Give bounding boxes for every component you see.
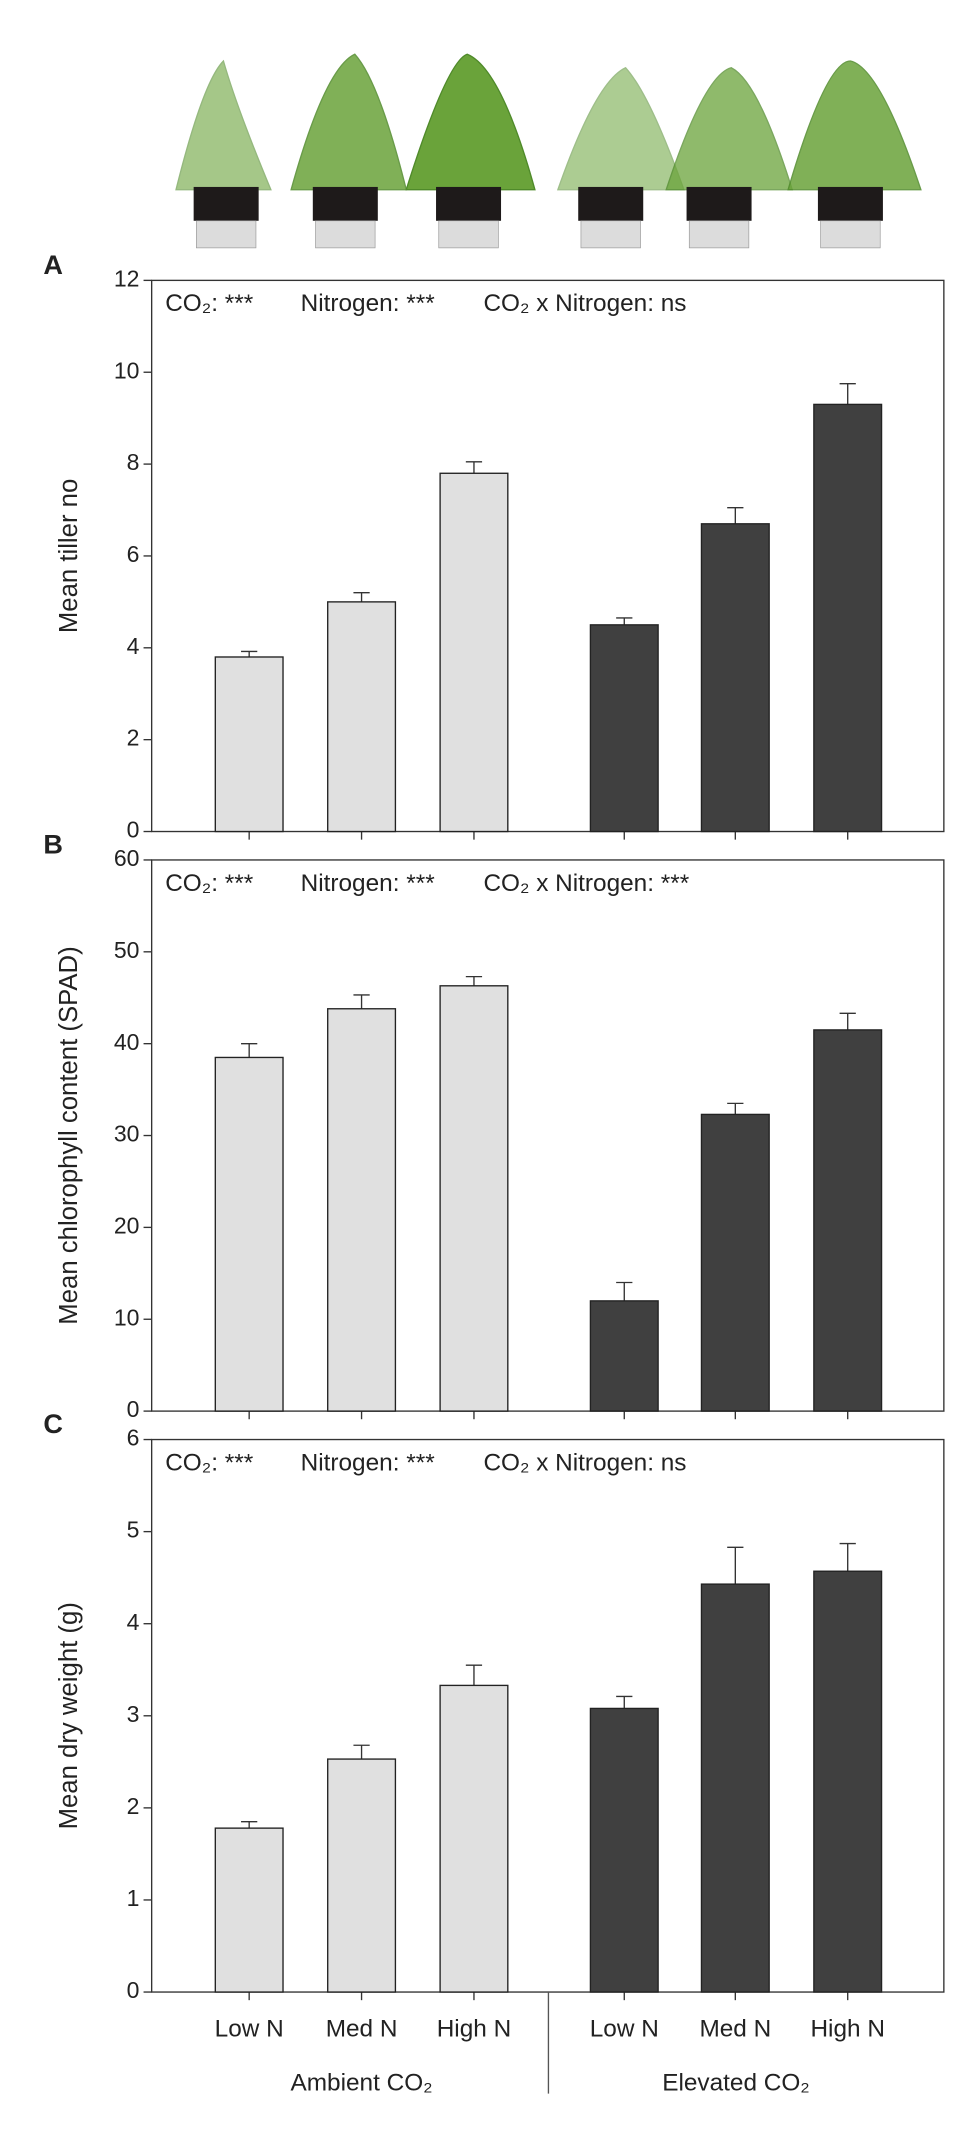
y-tick-label: 3 [127, 1701, 140, 1727]
bar [700, 1113, 770, 1412]
bar [214, 1827, 284, 1993]
y-tick-label: 4 [127, 1609, 140, 1635]
y-tick-label: 10 [114, 1304, 140, 1330]
panel-label: A [43, 249, 63, 280]
bar [439, 472, 509, 833]
y-tick-label: 2 [127, 725, 140, 751]
x-tick-label: High N [810, 2015, 884, 2042]
y-tick-label: 0 [127, 817, 140, 843]
annotation: Nitrogen: *** [301, 870, 436, 897]
y-tick-label: 12 [114, 265, 140, 291]
y-tick-label: 1 [127, 1885, 140, 1911]
y-tick-label: 8 [127, 449, 140, 475]
y-tick-label: 6 [127, 1425, 140, 1451]
annotation: CO₂: *** [165, 870, 253, 897]
bar [327, 601, 397, 833]
y-tick-label: 40 [114, 1029, 140, 1055]
bar [700, 523, 770, 833]
y-tick-label: 5 [127, 1517, 140, 1543]
annotation: CO₂: *** [165, 1449, 253, 1476]
annotation: Nitrogen: *** [301, 1449, 436, 1476]
y-tick-label: 60 [114, 845, 140, 871]
x-tick-label: High N [437, 2015, 511, 2042]
group-label: Elevated CO₂ [662, 2070, 810, 2097]
y-tick-label: 4 [127, 633, 140, 659]
annotation: CO₂ x Nitrogen: ns [483, 290, 686, 317]
group-label: Ambient CO₂ [291, 2070, 433, 2097]
y-axis-label: Mean tiller no [55, 479, 83, 633]
bar [813, 1570, 883, 1993]
y-tick-label: 30 [114, 1121, 140, 1147]
x-tick-label: Low N [215, 2015, 284, 2042]
panel-label: C [43, 1408, 63, 1439]
x-tick-label: Med N [699, 2015, 771, 2042]
x-tick-label: Low N [590, 2015, 659, 2042]
annotation: CO₂ x Nitrogen: *** [483, 870, 689, 897]
bar [439, 1684, 509, 1993]
y-tick-label: 0 [127, 1977, 140, 2003]
y-tick-label: 50 [114, 937, 140, 963]
bar [813, 1029, 883, 1412]
bar [327, 1758, 397, 1993]
y-axis-label: Mean dry weight (g) [55, 1602, 83, 1829]
bar [214, 656, 284, 833]
bar [700, 1583, 770, 1993]
y-tick-label: 0 [127, 1396, 140, 1422]
annotation: CO₂ x Nitrogen: ns [483, 1449, 686, 1476]
annotation: Nitrogen: *** [301, 290, 436, 317]
bar [327, 1008, 397, 1412]
bar [589, 1300, 659, 1412]
y-tick-label: 2 [127, 1793, 140, 1819]
bar [589, 624, 659, 833]
y-axis-label: Mean chlorophyll content (SPAD) [55, 946, 83, 1324]
x-tick-label: Med N [326, 2015, 398, 2042]
y-tick-label: 6 [127, 541, 140, 567]
bar [589, 1707, 659, 1993]
bar [214, 1056, 284, 1412]
panel-label: B [43, 829, 63, 860]
y-tick-label: 20 [114, 1212, 140, 1238]
annotation: CO₂: *** [165, 290, 253, 317]
y-tick-label: 10 [114, 357, 140, 383]
plant-photo [175, 53, 922, 249]
bar [813, 403, 883, 833]
bar [439, 985, 509, 1412]
